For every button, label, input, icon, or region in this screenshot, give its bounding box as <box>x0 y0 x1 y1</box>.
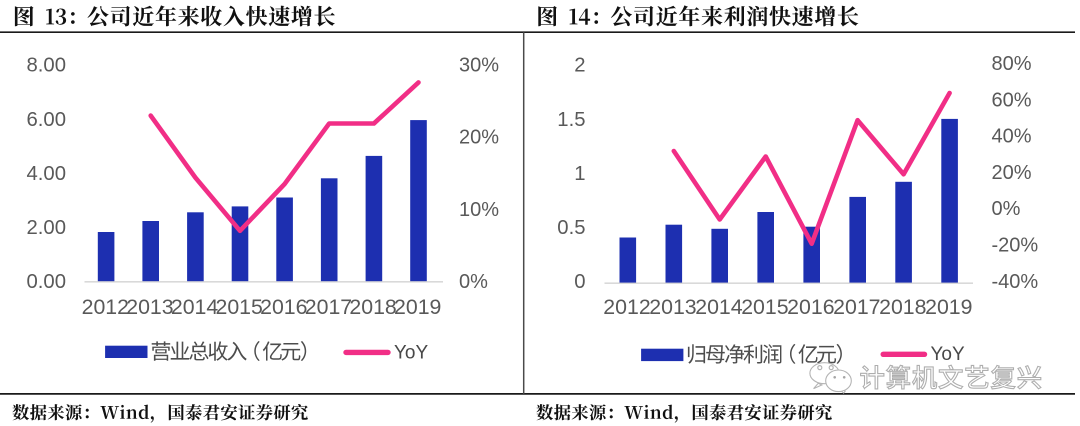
svg-text:2.00: 2.00 <box>27 217 66 239</box>
svg-text:4.00: 4.00 <box>27 163 66 185</box>
svg-text:30%: 30% <box>459 55 499 77</box>
svg-text:2018: 2018 <box>349 295 396 319</box>
svg-text:6.00: 6.00 <box>27 109 66 131</box>
svg-text:2016: 2016 <box>260 295 307 319</box>
svg-text:80%: 80% <box>992 53 1032 75</box>
svg-text:2: 2 <box>574 55 585 77</box>
svg-text:2015: 2015 <box>741 295 788 319</box>
svg-text:0%: 0% <box>992 198 1021 220</box>
svg-text:2019: 2019 <box>925 295 972 319</box>
svg-text:2019: 2019 <box>394 295 441 319</box>
svg-text:2014: 2014 <box>171 295 219 319</box>
svg-text:2017: 2017 <box>833 295 880 319</box>
svg-text:2014: 2014 <box>695 295 743 319</box>
svg-text:2018: 2018 <box>879 295 926 319</box>
svg-text:2015: 2015 <box>215 295 262 319</box>
svg-text:YoY: YoY <box>931 344 965 365</box>
svg-text:10%: 10% <box>459 199 499 221</box>
svg-text:2013: 2013 <box>649 295 696 319</box>
svg-text:-40%: -40% <box>992 271 1039 293</box>
svg-text:1.5: 1.5 <box>557 109 585 131</box>
svg-text:2012: 2012 <box>603 295 650 319</box>
svg-text:0: 0 <box>574 271 585 293</box>
svg-text:1: 1 <box>574 163 585 185</box>
svg-text:0.00: 0.00 <box>27 271 66 293</box>
svg-text:-20%: -20% <box>992 235 1039 257</box>
svg-text:2017: 2017 <box>305 295 352 319</box>
svg-text:20%: 20% <box>992 162 1032 184</box>
svg-text:0%: 0% <box>459 271 488 293</box>
svg-text:0.5: 0.5 <box>557 217 585 239</box>
svg-text:20%: 20% <box>459 127 499 149</box>
svg-text:2012: 2012 <box>82 295 129 319</box>
svg-text:YoY: YoY <box>394 343 428 364</box>
svg-text:2013: 2013 <box>126 295 173 319</box>
svg-text:8.00: 8.00 <box>27 55 66 77</box>
svg-text:60%: 60% <box>992 89 1032 111</box>
svg-text:40%: 40% <box>992 126 1032 148</box>
svg-text:2016: 2016 <box>787 295 834 319</box>
